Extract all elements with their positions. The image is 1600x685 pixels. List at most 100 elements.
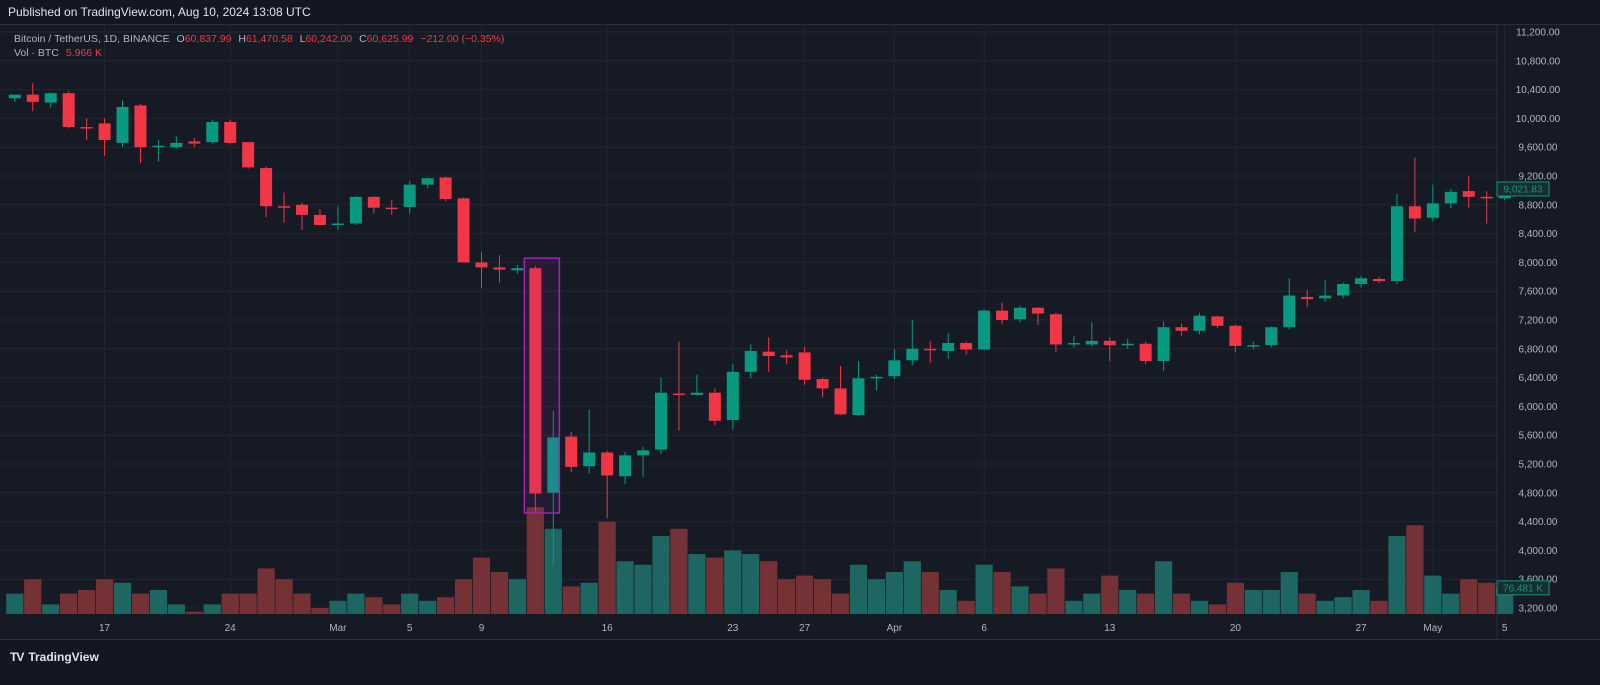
volume-value: 5.966 K	[65, 47, 103, 59]
volume-bar	[993, 572, 1011, 614]
volume-bar	[831, 593, 850, 614]
candle-body	[98, 123, 111, 140]
volume-bar	[688, 554, 706, 614]
candle-body	[978, 310, 991, 350]
volume-bar	[185, 611, 203, 614]
time-tick-label: 9	[479, 623, 485, 634]
volume-bar	[796, 575, 814, 614]
candle-body	[421, 178, 434, 185]
candle-body	[457, 198, 470, 263]
candle-body	[1085, 340, 1098, 345]
volume-bar	[706, 557, 724, 614]
volume-bar	[778, 579, 796, 614]
candle-body	[385, 207, 398, 210]
time-tick-label: 20	[1230, 623, 1242, 634]
candle-body	[619, 455, 632, 477]
high-label: H	[238, 33, 246, 45]
brand-name: TradingView	[28, 650, 99, 664]
volume-bar	[580, 582, 598, 614]
price-tick-label: 8,000.00	[1519, 258, 1558, 269]
candle-body	[708, 392, 721, 421]
volume-bar	[867, 579, 885, 614]
candle-body	[1014, 307, 1026, 320]
candle-body	[1390, 206, 1403, 282]
candle-body	[1211, 316, 1224, 326]
volume-bar	[634, 564, 652, 614]
close-label: C	[359, 33, 367, 45]
candle-body	[62, 93, 75, 128]
volume-bar	[257, 568, 275, 614]
volume-bar	[1155, 561, 1173, 614]
time-tick-label: 5	[1502, 623, 1508, 634]
candle-body	[1067, 343, 1080, 345]
low-value: 60,242.00	[305, 33, 353, 45]
candle-body	[1193, 315, 1206, 331]
price-tick-label: 5,200.00	[1519, 460, 1558, 471]
candle-body	[906, 348, 919, 361]
close-value: 60,625.99	[366, 33, 414, 45]
candle-body	[960, 343, 973, 350]
candle-body	[260, 168, 273, 207]
candle-body	[1355, 278, 1368, 284]
volume-bar	[1011, 586, 1029, 614]
candle-body	[403, 184, 416, 207]
price-tick-label: 7,600.00	[1519, 287, 1558, 298]
candle-body	[1139, 343, 1152, 362]
volume-bar	[167, 604, 185, 614]
candle-body	[834, 388, 847, 415]
volume-bar	[957, 600, 975, 614]
volume-bar	[1190, 600, 1209, 614]
volume-bar	[724, 550, 742, 614]
chart-legend: Bitcoin / TetherUS, 1D, BINANCE O60,837.…	[14, 32, 504, 60]
tradingview-logo[interactable]: TV TradingView	[10, 650, 99, 664]
volume-bar	[616, 561, 634, 614]
volume-bar	[149, 590, 167, 614]
volume-bar	[454, 579, 473, 614]
volume-bar	[598, 521, 616, 614]
time-tick-label: 23	[727, 623, 739, 634]
price-tick-label: 10,800.00	[1516, 56, 1561, 67]
volume-bar	[1137, 593, 1155, 614]
candle-body	[565, 436, 578, 467]
volume-bar	[1424, 575, 1442, 614]
price-tick-label: 9,600.00	[1519, 143, 1558, 154]
volume-bar	[562, 586, 580, 614]
candle-body	[1103, 340, 1116, 346]
candle-body	[242, 142, 255, 168]
time-tick-label: 13	[1104, 623, 1116, 634]
volume-bar	[903, 561, 921, 614]
price-tick-label: 10,400.00	[1516, 85, 1561, 96]
volume-bars	[6, 507, 1514, 614]
candle-body	[1462, 191, 1475, 197]
candle-body	[942, 343, 955, 351]
candle-body	[349, 196, 362, 224]
volume-bar	[1047, 568, 1065, 614]
price-tick-label: 3,600.00	[1519, 575, 1558, 586]
candle-body	[188, 141, 201, 144]
price-tick-label: 7,200.00	[1519, 316, 1558, 327]
volume-bar	[1208, 604, 1227, 614]
candle-body	[744, 350, 757, 372]
price-tick-label: 5,600.00	[1519, 431, 1558, 442]
symbol-title[interactable]: Bitcoin / TetherUS, 1D, BINANCE	[14, 33, 170, 45]
volume-bar	[60, 593, 78, 614]
volume-bar	[1172, 593, 1191, 614]
last-price-label-bg	[1496, 181, 1550, 197]
volume-bar	[544, 528, 562, 614]
volume-bar	[78, 590, 96, 614]
candle-body	[1426, 203, 1439, 218]
price-tick-label: 4,000.00	[1519, 546, 1558, 557]
volume-label[interactable]: Vol · BTC	[14, 47, 59, 59]
candle-body	[511, 268, 524, 271]
candle-body	[924, 348, 937, 351]
grid-lines	[0, 24, 1506, 620]
last-value-labels: 9,021.83 76.481 K	[1496, 181, 1550, 596]
candle-body	[1373, 278, 1385, 282]
time-tick-label: 16	[602, 623, 614, 634]
candle-body	[1031, 307, 1044, 314]
candle-body	[529, 268, 542, 494]
chart-area[interactable]	[0, 24, 1600, 640]
highlight-box	[523, 257, 561, 514]
time-tick-label: Mar	[329, 623, 347, 634]
